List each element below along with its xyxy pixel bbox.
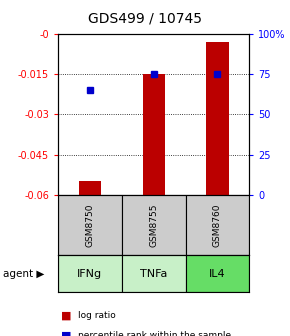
Text: percentile rank within the sample: percentile rank within the sample [78, 332, 231, 336]
Text: GSM8750: GSM8750 [85, 203, 95, 247]
Bar [58, 195, 122, 255]
Text: GSM8760: GSM8760 [213, 203, 222, 247]
Bar [186, 195, 249, 255]
Bar [58, 255, 122, 292]
Bar [122, 195, 186, 255]
Bar [186, 255, 249, 292]
Bar [79, 181, 101, 195]
Text: ■: ■ [61, 331, 71, 336]
Bar [142, 74, 165, 195]
Text: log ratio: log ratio [78, 311, 116, 320]
Text: GSM8755: GSM8755 [149, 203, 158, 247]
Text: IL4: IL4 [209, 269, 226, 279]
Bar [122, 255, 186, 292]
Bar [206, 42, 229, 195]
Text: agent ▶: agent ▶ [3, 269, 44, 279]
Text: IFNg: IFNg [77, 269, 102, 279]
Text: TNFa: TNFa [140, 269, 167, 279]
Text: GDS499 / 10745: GDS499 / 10745 [88, 11, 202, 26]
Text: ■: ■ [61, 311, 71, 321]
